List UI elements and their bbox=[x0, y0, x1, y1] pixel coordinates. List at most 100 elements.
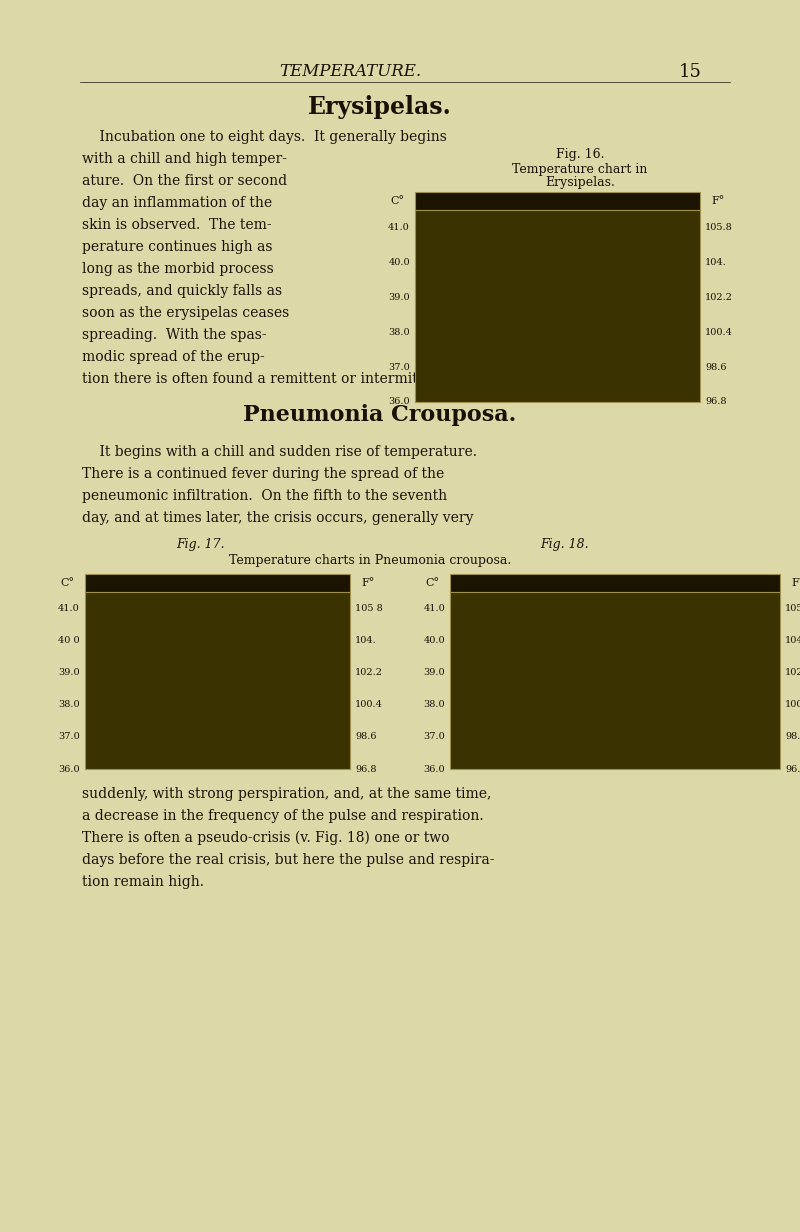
Text: 38.0: 38.0 bbox=[58, 700, 80, 710]
Text: 38.0: 38.0 bbox=[423, 700, 445, 710]
Text: 98.6: 98.6 bbox=[785, 732, 800, 742]
Text: 41.0: 41.0 bbox=[58, 604, 80, 612]
Text: 11: 11 bbox=[758, 579, 771, 588]
Text: 37.0: 37.0 bbox=[58, 732, 80, 742]
Text: day, and at times later, the crisis occurs, generally very: day, and at times later, the crisis occu… bbox=[82, 511, 474, 525]
Text: Incubation one to eight days.  It generally begins: Incubation one to eight days. It general… bbox=[82, 131, 447, 144]
Text: Erysipelas.: Erysipelas. bbox=[308, 95, 452, 120]
Text: Temperature charts in Pneumonia crouposa.: Temperature charts in Pneumonia crouposa… bbox=[229, 554, 511, 567]
Text: There is a continued fever during the spread of the: There is a continued fever during the sp… bbox=[82, 467, 444, 480]
Text: tion remain high.: tion remain high. bbox=[82, 875, 204, 890]
Text: Erysipelas.: Erysipelas. bbox=[545, 176, 615, 188]
Text: 6: 6 bbox=[608, 196, 614, 206]
Text: tion there is often found a remittent or intermittent fever.: tion there is often found a remittent or… bbox=[82, 372, 490, 386]
Text: 37.0: 37.0 bbox=[423, 732, 445, 742]
Text: 96.8: 96.8 bbox=[355, 765, 377, 774]
Text: F°: F° bbox=[711, 196, 725, 206]
Text: 39.0: 39.0 bbox=[388, 293, 410, 302]
Text: 98.6: 98.6 bbox=[705, 362, 726, 372]
Text: 2: 2 bbox=[131, 579, 138, 588]
Text: 41.0: 41.0 bbox=[423, 604, 445, 612]
Text: 102.2: 102.2 bbox=[705, 293, 733, 302]
Text: 39.0: 39.0 bbox=[58, 668, 80, 676]
Text: suddenly, with strong perspiration, and, at the same time,: suddenly, with strong perspiration, and,… bbox=[82, 787, 491, 801]
Text: 38.0: 38.0 bbox=[388, 328, 410, 336]
Text: 7: 7 bbox=[297, 579, 303, 588]
Text: There is often a pseudo-crisis (v. Fig. 18) one or two: There is often a pseudo-crisis (v. Fig. … bbox=[82, 832, 450, 845]
Text: 41.0: 41.0 bbox=[388, 223, 410, 232]
Text: 1: 1 bbox=[98, 579, 105, 588]
Text: 6: 6 bbox=[264, 579, 270, 588]
Text: 3: 3 bbox=[165, 579, 171, 588]
Text: spreading.  With the spas-: spreading. With the spas- bbox=[82, 328, 266, 342]
Text: 40 0: 40 0 bbox=[58, 636, 80, 644]
Text: 9: 9 bbox=[702, 579, 708, 588]
Text: 5: 5 bbox=[572, 196, 578, 206]
Text: 10: 10 bbox=[729, 579, 742, 588]
Text: 15: 15 bbox=[678, 63, 702, 81]
Text: ature.  On the first or second: ature. On the first or second bbox=[82, 174, 287, 188]
Text: 2: 2 bbox=[492, 579, 498, 588]
Text: 4: 4 bbox=[552, 579, 558, 588]
Text: C°: C° bbox=[390, 196, 404, 206]
Text: F°: F° bbox=[362, 578, 374, 588]
Text: 104.: 104. bbox=[705, 257, 726, 267]
Text: 6: 6 bbox=[612, 579, 618, 588]
Text: 40.0: 40.0 bbox=[388, 257, 410, 267]
Text: 2: 2 bbox=[466, 196, 471, 206]
Text: 96.8: 96.8 bbox=[705, 398, 726, 407]
Text: 1: 1 bbox=[430, 196, 436, 206]
Text: 5: 5 bbox=[582, 579, 588, 588]
Text: 3: 3 bbox=[501, 196, 507, 206]
Text: 102.2: 102.2 bbox=[785, 668, 800, 676]
Text: 8: 8 bbox=[679, 196, 686, 206]
Text: 8: 8 bbox=[330, 579, 337, 588]
Text: 105.8: 105.8 bbox=[785, 604, 800, 612]
Text: C°: C° bbox=[425, 578, 439, 588]
Text: Pneumonia Crouposa.: Pneumonia Crouposa. bbox=[243, 404, 517, 426]
Text: 100.4: 100.4 bbox=[705, 328, 733, 336]
Text: with a chill and high temper-: with a chill and high temper- bbox=[82, 152, 287, 166]
Text: long as the morbid process: long as the morbid process bbox=[82, 262, 274, 276]
Text: 105 8: 105 8 bbox=[355, 604, 382, 612]
Text: 3: 3 bbox=[522, 579, 528, 588]
Text: skin is observed.  The tem-: skin is observed. The tem- bbox=[82, 218, 272, 232]
Text: 37.0: 37.0 bbox=[388, 362, 410, 372]
Text: TEMPERATURE.: TEMPERATURE. bbox=[279, 64, 421, 80]
Text: 36.0: 36.0 bbox=[388, 398, 410, 407]
Text: 98.6: 98.6 bbox=[355, 732, 377, 742]
Text: 7: 7 bbox=[642, 579, 648, 588]
Text: 36.0: 36.0 bbox=[423, 765, 445, 774]
Text: 102.2: 102.2 bbox=[355, 668, 383, 676]
Text: Fig. 18.: Fig. 18. bbox=[541, 538, 590, 551]
Text: 4: 4 bbox=[537, 196, 543, 206]
Text: 104.: 104. bbox=[785, 636, 800, 644]
Text: 100.4: 100.4 bbox=[355, 700, 383, 710]
Text: It begins with a chill and sudden rise of temperature.: It begins with a chill and sudden rise o… bbox=[82, 445, 477, 460]
Text: F°: F° bbox=[791, 578, 800, 588]
Text: 5: 5 bbox=[231, 579, 237, 588]
Text: 40.0: 40.0 bbox=[423, 636, 445, 644]
Text: 96.8: 96.8 bbox=[785, 765, 800, 774]
Text: spreads, and quickly falls as: spreads, and quickly falls as bbox=[82, 285, 282, 298]
Text: Fig. 17.: Fig. 17. bbox=[176, 538, 224, 551]
Text: perature continues high as: perature continues high as bbox=[82, 240, 273, 254]
Text: 100.4: 100.4 bbox=[785, 700, 800, 710]
Text: modic spread of the erup-: modic spread of the erup- bbox=[82, 350, 265, 363]
Text: 104.: 104. bbox=[355, 636, 377, 644]
Text: Fig. 16.: Fig. 16. bbox=[556, 148, 604, 161]
Text: a decrease in the frequency of the pulse and respiration.: a decrease in the frequency of the pulse… bbox=[82, 809, 484, 823]
Text: peneumonic infiltration.  On the fifth to the seventh: peneumonic infiltration. On the fifth to… bbox=[82, 489, 447, 503]
Text: C°: C° bbox=[60, 578, 74, 588]
Text: 1: 1 bbox=[462, 579, 468, 588]
Text: Temperature chart in: Temperature chart in bbox=[512, 163, 648, 176]
Text: 7: 7 bbox=[643, 196, 650, 206]
Text: days before the real crisis, but here the pulse and respira-: days before the real crisis, but here th… bbox=[82, 853, 494, 867]
Text: soon as the erysipelas ceases: soon as the erysipelas ceases bbox=[82, 306, 290, 320]
Text: 4: 4 bbox=[198, 579, 204, 588]
Text: 105.8: 105.8 bbox=[705, 223, 733, 232]
Text: 36.0: 36.0 bbox=[58, 765, 80, 774]
Text: day an inflammation of the: day an inflammation of the bbox=[82, 196, 272, 209]
Text: 39.0: 39.0 bbox=[423, 668, 445, 676]
Text: 8: 8 bbox=[672, 579, 678, 588]
